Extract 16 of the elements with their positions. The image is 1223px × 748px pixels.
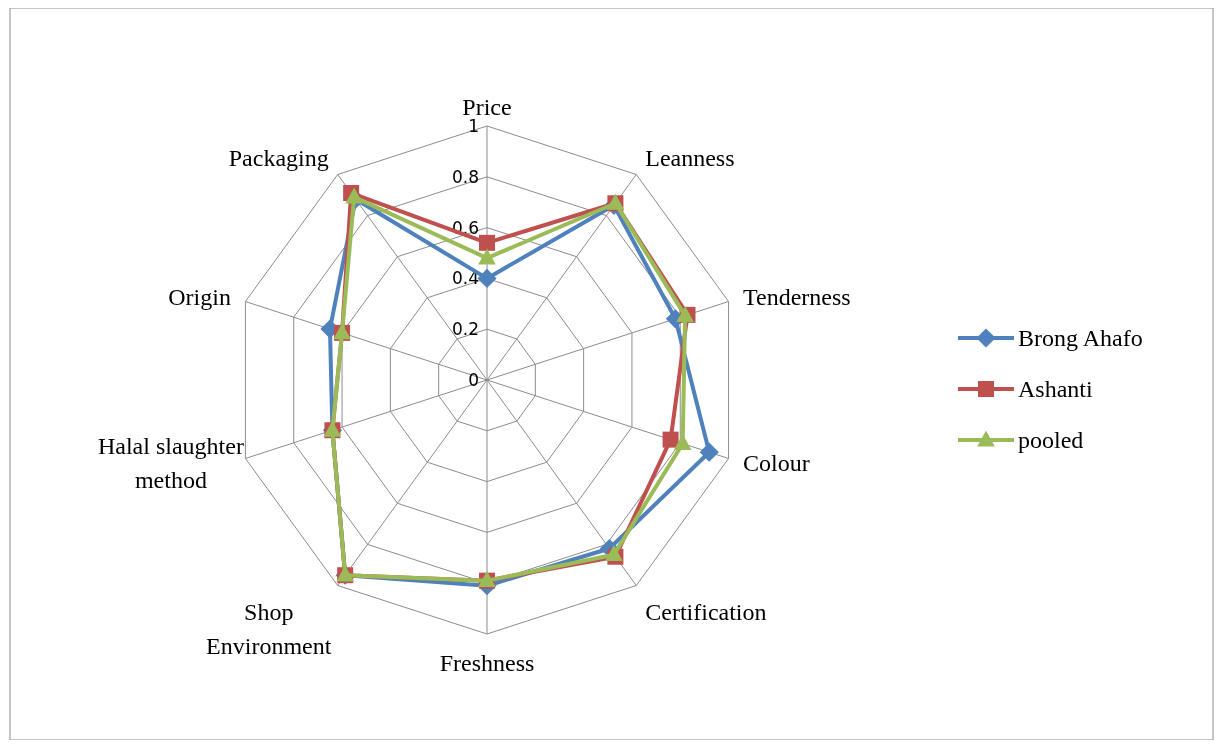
y-tick-label: 0.8 xyxy=(451,166,479,187)
spoke-label: Origin xyxy=(168,283,231,310)
spoke-label: Tenderness xyxy=(743,283,851,310)
spoke-label: Leanness xyxy=(645,145,735,172)
y-tick-label: 0.4 xyxy=(451,268,479,289)
spoke-label: Halal slaughter method xyxy=(97,433,244,494)
spoke-label: Colour xyxy=(743,450,810,477)
legend-label: Ashanti xyxy=(1018,376,1093,402)
y-tick-label: 0.2 xyxy=(451,319,479,340)
y-tick-label: 0 xyxy=(468,370,479,390)
legend-label: Brong Ahafo xyxy=(1018,325,1143,351)
spoke-label: Certification xyxy=(645,598,767,625)
spoke-label: Shop Environment xyxy=(206,598,332,659)
legend-label: pooled xyxy=(1018,427,1084,453)
spoke-label: Packaging xyxy=(228,145,329,172)
spoke-label: Freshness xyxy=(439,650,535,677)
